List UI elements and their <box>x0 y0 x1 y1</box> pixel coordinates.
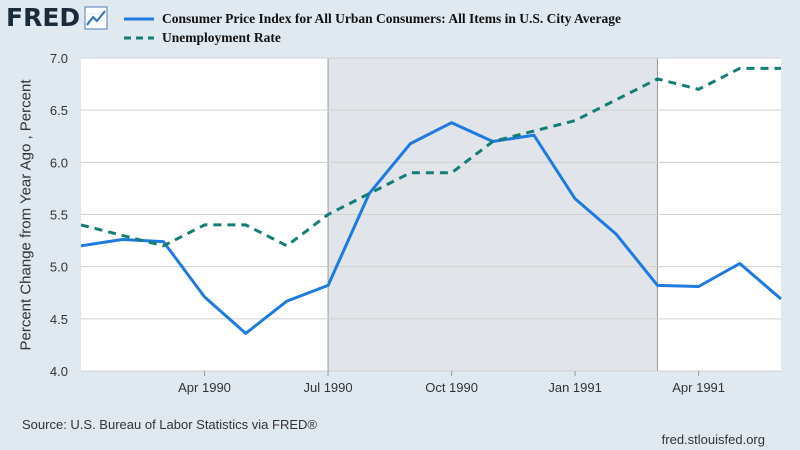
data-point-cpi <box>450 121 452 123</box>
data-point-unemployment <box>327 213 329 215</box>
y-tick-label: 5.5 <box>50 208 68 223</box>
legend-swatch-unemployment <box>124 36 154 39</box>
data-point-cpi <box>533 134 535 136</box>
chart-legend: Consumer Price Index for All Urban Consu… <box>124 9 621 47</box>
y-axis-label: Percent Change from Year Ago , Percent <box>17 79 35 351</box>
data-point-cpi <box>203 296 205 298</box>
data-point-cpi <box>615 233 617 235</box>
y-tick-label: 5.0 <box>50 260 68 275</box>
x-tick-label: Apr 1991 <box>672 380 725 395</box>
data-point-unemployment <box>615 99 617 101</box>
x-tick-label: Apr 1990 <box>178 380 231 395</box>
y-tick-label: 6.5 <box>50 103 68 118</box>
series-line-unemployment <box>80 66 781 248</box>
data-point-unemployment <box>656 78 658 80</box>
data-point-unemployment <box>697 88 699 90</box>
data-point-cpi <box>574 198 576 200</box>
data-point-unemployment <box>203 224 205 226</box>
series-line-cpi <box>80 121 782 335</box>
x-tick-label: Jul 1990 <box>303 380 352 395</box>
y-tick-label: 7.0 <box>50 51 68 66</box>
data-point-cpi <box>162 240 164 242</box>
data-point-cpi <box>245 332 247 334</box>
site-link[interactable]: fred.stlouisfed.org <box>661 432 765 447</box>
data-point-unemployment <box>162 245 164 247</box>
data-point-unemployment <box>533 130 535 132</box>
source-note: Source: U.S. Bureau of Labor Statistics … <box>22 417 317 432</box>
fred-logo[interactable]: FRED <box>6 4 108 32</box>
legend-swatch-cpi <box>124 17 154 20</box>
legend-item-cpi: Consumer Price Index for All Urban Consu… <box>124 9 621 28</box>
data-point-unemployment <box>245 224 247 226</box>
data-point-cpi <box>80 245 82 247</box>
fred-logo-text: FRED <box>6 3 81 32</box>
data-point-cpi <box>697 285 699 287</box>
x-tick-label: Oct 1990 <box>425 380 478 395</box>
y-tick-label: 4.0 <box>50 364 68 379</box>
data-point-cpi <box>656 284 658 286</box>
data-point-unemployment <box>492 140 494 142</box>
data-point-unemployment <box>286 245 288 247</box>
data-point-cpi <box>409 142 411 144</box>
data-point-unemployment <box>450 172 452 174</box>
data-point-cpi <box>780 298 782 300</box>
y-tick-label: 6.0 <box>50 155 68 170</box>
trend-graph-icon <box>84 6 108 30</box>
data-point-unemployment <box>780 67 782 69</box>
data-point-cpi <box>286 300 288 302</box>
legend-item-unemployment: Unemployment Rate <box>124 28 621 47</box>
data-point-cpi <box>121 238 123 240</box>
x-tick-label: Jan 1991 <box>548 380 602 395</box>
y-tick-label: 4.5 <box>50 312 68 327</box>
legend-label-unemployment: Unemployment Rate <box>162 29 281 45</box>
data-point-cpi <box>327 284 329 286</box>
data-point-unemployment <box>121 234 123 236</box>
data-point-unemployment <box>80 224 82 226</box>
legend-label-cpi: Consumer Price Index for All Urban Consu… <box>162 10 621 26</box>
data-point-unemployment <box>739 67 741 69</box>
data-point-unemployment <box>368 192 370 194</box>
data-point-unemployment <box>574 119 576 121</box>
data-point-unemployment <box>409 172 411 174</box>
data-point-cpi <box>739 262 741 264</box>
